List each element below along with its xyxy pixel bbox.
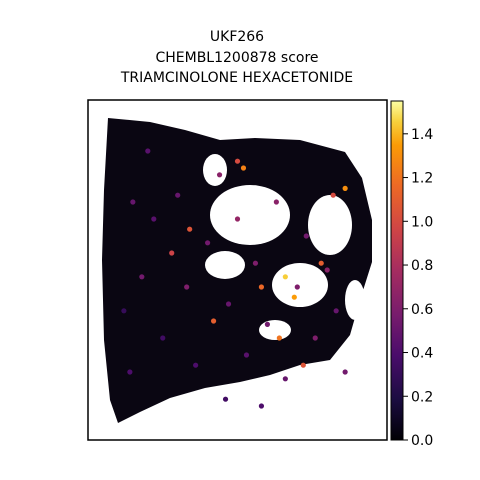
data-point-39 xyxy=(258,403,265,409)
data-point-31 xyxy=(282,274,288,280)
data-point-8 xyxy=(216,172,223,178)
data-point-13 xyxy=(264,321,270,327)
data-point-18 xyxy=(312,335,318,341)
colorbar-tick-label-7: 1.4 xyxy=(411,127,433,143)
colorbar-tick-label-1: 0.2 xyxy=(411,389,433,405)
data-point-7 xyxy=(205,240,211,246)
plot-frame xyxy=(87,99,388,441)
data-point-11 xyxy=(243,352,250,358)
data-point-14 xyxy=(273,199,279,205)
chart-title-line-1: UKF266 xyxy=(210,29,264,45)
colorbar-ticks: 0.0 0.2 0.4 0.6 0.8 1.0 1.2 1.4 xyxy=(403,127,433,449)
colorbar-tick-label-4: 0.8 xyxy=(411,258,433,274)
data-point-3 xyxy=(160,335,166,341)
data-point-0 xyxy=(121,308,127,314)
data-point-5 xyxy=(184,284,190,290)
data-point-28 xyxy=(300,362,306,368)
colorbar-tick-label-6: 1.2 xyxy=(411,171,433,187)
data-point-2 xyxy=(151,216,157,222)
data-point-4 xyxy=(175,192,181,198)
colorbar-tick-label-2: 0.4 xyxy=(411,346,433,362)
data-point-36 xyxy=(127,369,133,375)
data-point-17 xyxy=(303,233,309,239)
chart-title-line-2: CHEMBL1200878 score xyxy=(155,50,318,66)
data-point-24 xyxy=(210,318,217,324)
data-point-37 xyxy=(145,148,151,154)
data-point-26 xyxy=(258,284,265,290)
colorbar-tick-label-3: 0.6 xyxy=(411,302,433,318)
scatter-points xyxy=(121,148,348,409)
data-point-21 xyxy=(342,369,348,375)
colorbar-frame xyxy=(390,100,404,441)
data-point-15 xyxy=(282,376,288,382)
data-point-29 xyxy=(318,260,324,266)
colorbar: 0.0 0.2 0.4 0.6 0.8 1.0 1.2 1.4 xyxy=(390,100,433,449)
data-point-33 xyxy=(342,185,348,191)
data-point-23 xyxy=(187,226,193,232)
data-point-22 xyxy=(169,250,175,256)
data-point-34 xyxy=(240,165,247,171)
data-point-20 xyxy=(333,308,339,314)
data-point-27 xyxy=(276,335,282,341)
data-point-25 xyxy=(234,158,241,164)
plot-area xyxy=(102,118,372,423)
data-point-19 xyxy=(324,267,330,273)
data-point-35 xyxy=(130,199,136,205)
data-point-16 xyxy=(294,284,300,290)
data-point-10 xyxy=(234,216,241,222)
data-point-32 xyxy=(291,294,297,300)
data-point-6 xyxy=(193,362,199,368)
data-point-9 xyxy=(225,301,232,307)
data-point-1 xyxy=(139,274,145,280)
chart-title-line-3: TRIAMCINOLONE HEXACETONIDE xyxy=(120,70,353,86)
colorbar-tick-label-5: 1.0 xyxy=(411,214,433,230)
data-point-30 xyxy=(330,192,336,198)
data-point-38 xyxy=(222,396,229,402)
tissue-gaps xyxy=(203,154,365,340)
colorbar-tick-label-0: 0.0 xyxy=(411,433,433,449)
colorbar-gradient xyxy=(391,101,403,440)
data-point-12 xyxy=(252,260,259,266)
